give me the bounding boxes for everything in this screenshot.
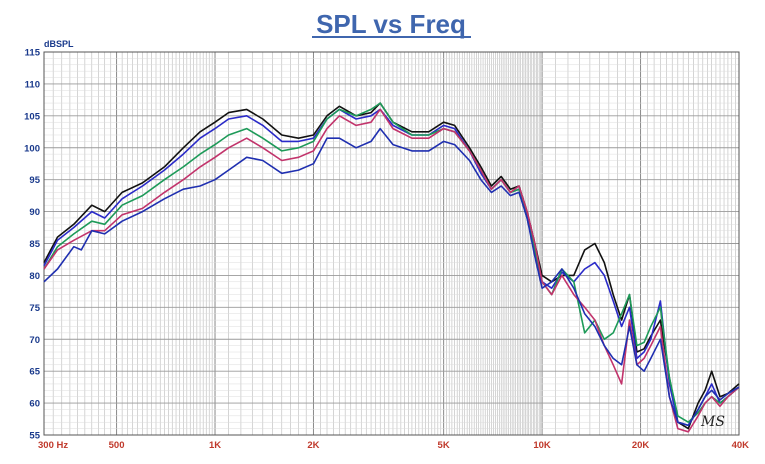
x-tick-label: 10K [533,440,551,451]
y-tick-label: 55 [29,431,40,442]
y-tick-label: 85 [29,239,40,250]
series-line-2 [43,108,740,427]
x-tick-label: 500 [109,440,125,451]
y-tick-label: 60 [29,399,40,410]
series-line-1 [43,102,740,430]
x-ticks: 300 Hz 500 1K 2K 5K 10K 20K 40K [38,440,749,451]
y-ticks: 55 60 65 70 75 80 85 90 95 100 105 110 115 [24,48,41,442]
y-tick-label: 65 [29,367,40,378]
series-line-4 [43,108,740,433]
y-tick-label: 110 [25,79,40,90]
chart-title: SPL vs Freq [316,9,466,39]
y-tick-label: 80 [29,271,40,282]
x-tick-label: 300 Hz [38,440,68,451]
x-tick-label: 1K [209,440,221,451]
series-group [43,102,740,433]
y-tick-label: 75 [29,303,40,314]
y-axis-unit-label: dBSPL [44,39,74,49]
x-tick-label: 40K [732,440,750,451]
y-tick-label: 115 [25,48,41,59]
y-tick-label: 90 [29,207,40,218]
signature: MS [700,414,725,430]
y-tick-label: 100 [24,143,40,154]
x-tick-label: 20K [632,440,650,451]
x-tick-label: 2K [307,440,319,451]
grid [44,51,739,436]
y-tick-label: 95 [29,175,40,186]
y-tick-label: 105 [24,111,41,122]
plot-frame [43,51,740,436]
y-tick-label: 70 [29,335,40,346]
series-line-5 [43,127,740,427]
x-tick-label: 5K [438,440,450,451]
